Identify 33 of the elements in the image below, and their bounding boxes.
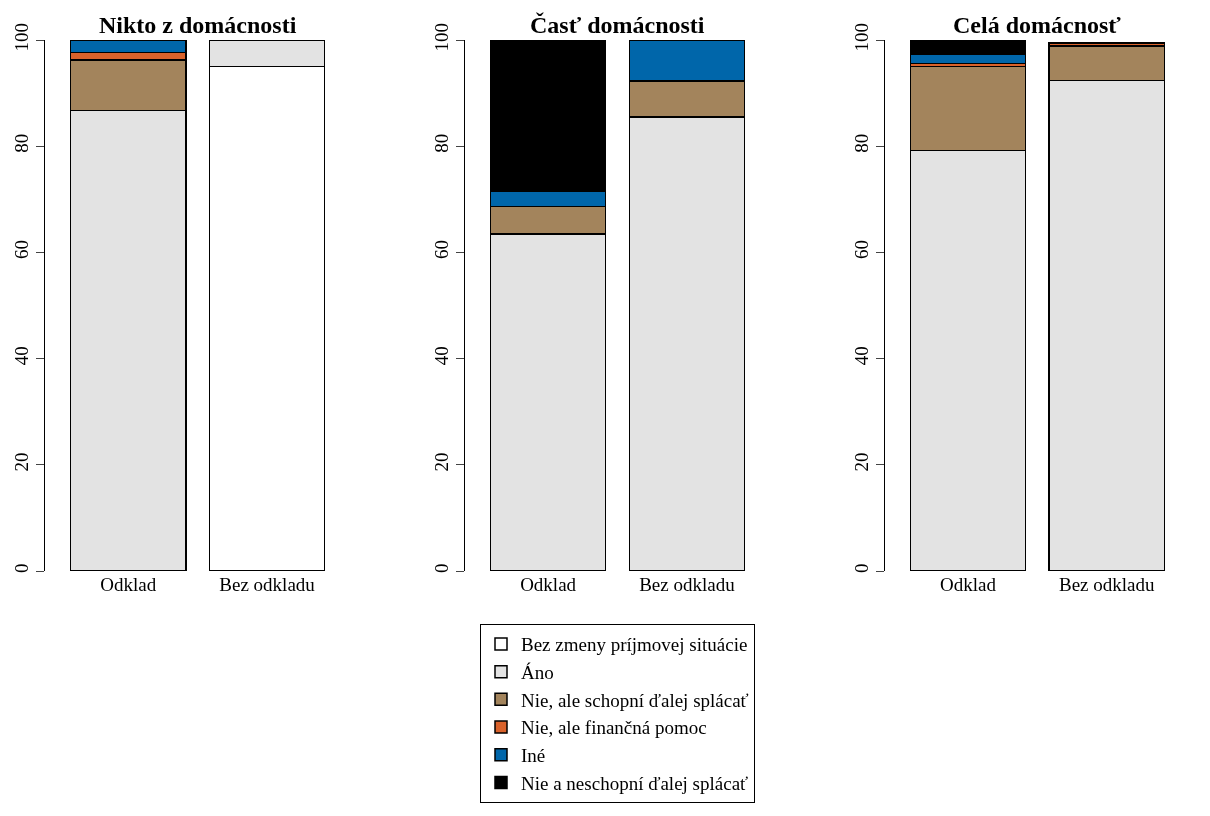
y-tick-label: 40 [11, 346, 33, 366]
y-tick-label: 20 [431, 452, 453, 472]
y-tick-label: 100 [11, 22, 33, 52]
y-tick-label: 20 [11, 452, 33, 472]
y-tick-label: 20 [851, 452, 873, 472]
y-tick-label: 0 [851, 563, 873, 573]
x-tick-label: Odklad [100, 574, 157, 595]
y-tick-label: 80 [431, 133, 453, 153]
chart-title: Celá domácnosť [953, 12, 1122, 38]
legend-label: Bez zmeny príjmovej situácie [521, 634, 748, 656]
legend-label: Nie, ale finančná pomoc [521, 717, 707, 739]
chart-title: Nikto z domácnosti [99, 12, 297, 38]
y-tick-label: 0 [11, 563, 33, 573]
x-tick-label: Odklad [520, 574, 577, 595]
chart-title: Časť domácnosti [530, 12, 705, 38]
legend-label: Iné [521, 745, 546, 767]
y-tick-label: 100 [431, 22, 453, 52]
y-tick-label: 40 [851, 346, 873, 366]
y-tick-label: 60 [11, 240, 33, 260]
y-tick-label: 60 [851, 240, 873, 260]
y-tick-label: 80 [851, 133, 873, 153]
x-tick-label: Bez odkladu [219, 574, 316, 595]
y-tick-label: 40 [431, 346, 453, 366]
x-tick-label: Bez odkladu [639, 574, 736, 595]
legend-label: Nie, ale schopní ďalej splácať [521, 689, 749, 711]
legend-label: Nie a neschopní ďalej splácať [521, 772, 749, 794]
legend-label: Áno [521, 662, 554, 684]
y-tick-label: 80 [11, 133, 33, 153]
y-tick-label: 60 [431, 240, 453, 260]
y-tick-label: 0 [431, 563, 453, 573]
y-tick-label: 100 [851, 22, 873, 52]
x-tick-label: Bez odkladu [1058, 574, 1155, 595]
x-tick-label: Odklad [939, 574, 997, 595]
